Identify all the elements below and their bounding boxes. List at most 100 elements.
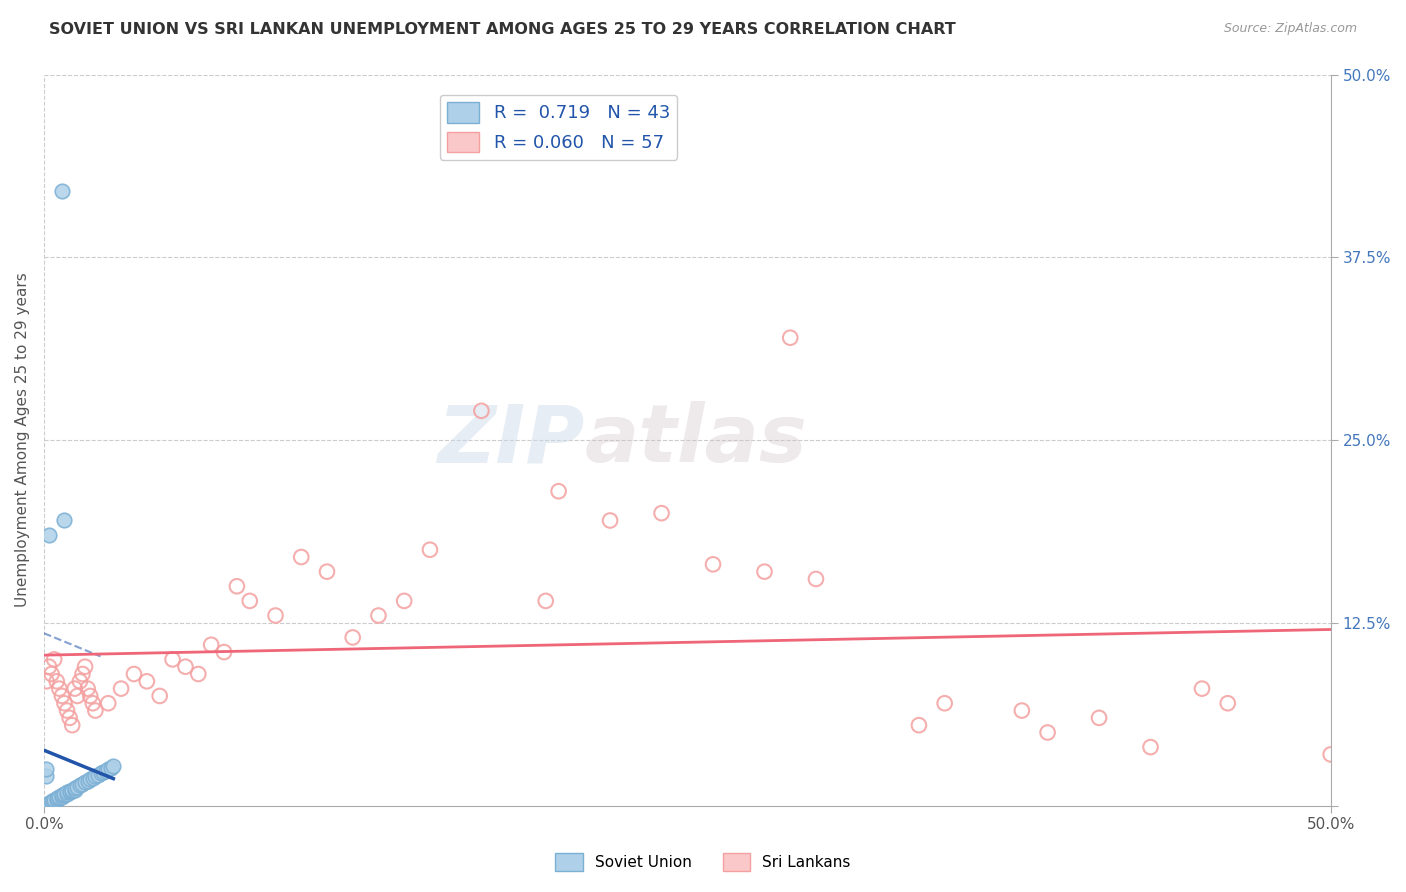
Point [63, 681, 86, 696]
Legend: Soviet Union, Sri Lankans: Soviet Union, Sri Lankans [550, 847, 856, 877]
Point [59, 784, 82, 798]
Point [174, 659, 197, 673]
Point [69, 778, 91, 792]
Text: ZIP: ZIP [437, 401, 585, 479]
Point [97, 696, 120, 710]
Point [53, 513, 76, 527]
Point [79, 772, 101, 787]
Point [38, 659, 60, 673]
Point [122, 667, 145, 681]
Point [367, 608, 389, 623]
Text: atlas: atlas [585, 401, 807, 479]
Point [94, 764, 117, 778]
Point [419, 542, 441, 557]
Point [264, 608, 287, 623]
Point [1088, 711, 1111, 725]
Point [75, 659, 97, 673]
Point [89, 766, 111, 780]
Point [60, 782, 83, 797]
Point [149, 689, 172, 703]
Point [239, 594, 262, 608]
Point [35, 769, 58, 783]
Point [53, 789, 76, 803]
Point [534, 594, 557, 608]
Point [1191, 681, 1213, 696]
Point [908, 718, 931, 732]
Point [470, 404, 492, 418]
Point [212, 645, 235, 659]
Point [599, 513, 621, 527]
Point [754, 565, 776, 579]
Point [45, 791, 67, 805]
Point [38, 796, 60, 810]
Point [91, 764, 114, 779]
Point [51, 689, 73, 703]
Point [1216, 696, 1239, 710]
Point [35, 798, 58, 813]
Point [72, 667, 94, 681]
Point [51, 789, 73, 804]
Point [72, 777, 94, 791]
Point [56, 704, 79, 718]
Point [41, 667, 63, 681]
Point [162, 652, 184, 666]
Point [45, 793, 67, 807]
Point [69, 674, 91, 689]
Point [76, 773, 98, 788]
Text: SOVIET UNION VS SRI LANKAN UNEMPLOYMENT AMONG AGES 25 TO 29 YEARS CORRELATION CH: SOVIET UNION VS SRI LANKAN UNEMPLOYMENT … [49, 22, 956, 37]
Point [38, 528, 60, 542]
Point [702, 558, 724, 572]
Point [100, 761, 122, 775]
Point [1139, 740, 1161, 755]
Point [51, 185, 73, 199]
Point [84, 769, 107, 783]
Point [200, 638, 222, 652]
Point [53, 787, 76, 801]
Point [66, 780, 89, 794]
Point [48, 791, 70, 805]
Point [103, 759, 125, 773]
Point [45, 674, 67, 689]
Point [1036, 725, 1059, 739]
Point [187, 667, 209, 681]
Point [76, 681, 98, 696]
Point [48, 789, 70, 804]
Point [75, 775, 97, 789]
Point [135, 674, 157, 689]
Point [82, 771, 104, 785]
Point [290, 549, 312, 564]
Point [59, 785, 82, 799]
Point [38, 797, 60, 811]
Point [651, 506, 673, 520]
Point [392, 594, 415, 608]
Point [1319, 747, 1341, 762]
Point [82, 696, 104, 710]
Point [35, 762, 58, 776]
Point [66, 689, 89, 703]
Point [1011, 704, 1033, 718]
Point [934, 696, 956, 710]
Point [56, 787, 79, 801]
Legend: R =  0.719   N = 43, R = 0.060   N = 57: R = 0.719 N = 43, R = 0.060 N = 57 [440, 95, 678, 160]
Point [84, 704, 107, 718]
Point [779, 331, 801, 345]
Text: Source: ZipAtlas.com: Source: ZipAtlas.com [1223, 22, 1357, 36]
Point [35, 674, 58, 689]
Point [60, 784, 83, 798]
Point [79, 689, 101, 703]
Point [97, 762, 120, 776]
Point [56, 785, 79, 799]
Point [60, 718, 83, 732]
Point [44, 652, 66, 666]
Point [53, 696, 76, 710]
Y-axis label: Unemployment Among Ages 25 to 29 years: Unemployment Among Ages 25 to 29 years [15, 273, 30, 607]
Point [44, 794, 66, 808]
Point [87, 768, 110, 782]
Point [48, 681, 70, 696]
Point [342, 631, 364, 645]
Point [51, 789, 73, 803]
Point [63, 780, 86, 795]
Point [63, 782, 86, 797]
Point [59, 711, 82, 725]
Point [110, 681, 132, 696]
